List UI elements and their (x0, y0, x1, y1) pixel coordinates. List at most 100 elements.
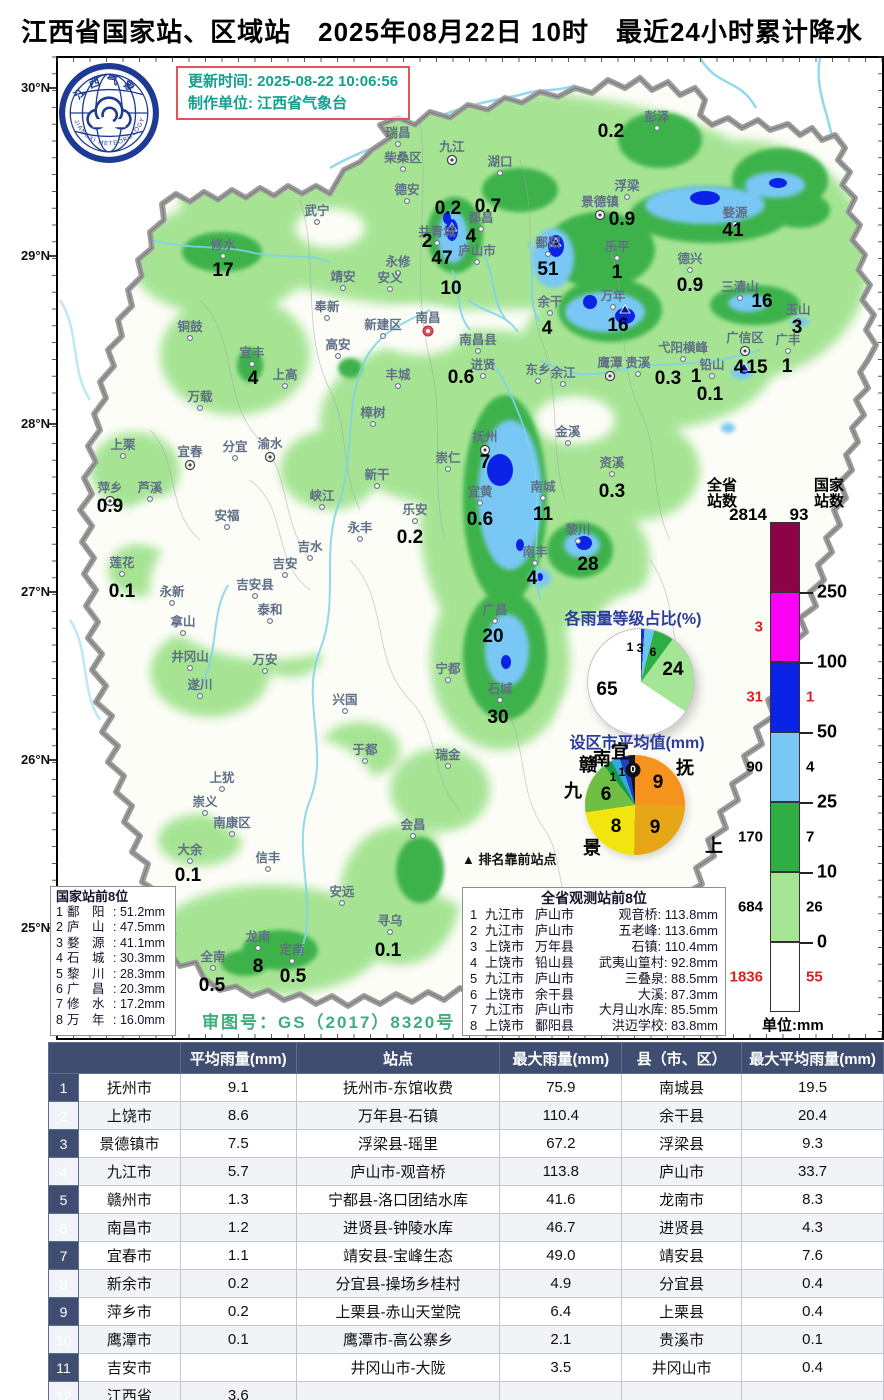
station-marker (492, 617, 499, 624)
rain-value: 0.7 (475, 196, 501, 217)
station-cell: 抚州市-东馆收费 (295, 1073, 501, 1102)
city-marker (108, 499, 112, 503)
station-marker (475, 348, 482, 355)
county-cell: 分宜县 (621, 1269, 743, 1298)
station-marker (282, 383, 289, 390)
city-cell: 南昌市 (77, 1213, 181, 1242)
station-marker (546, 310, 553, 317)
station-marker (187, 664, 194, 671)
station-label: 德安 (394, 182, 419, 197)
max-cell: 113.8 (499, 1157, 623, 1186)
legend-right-count: 1 (806, 688, 815, 706)
max-cell: 2.1 (499, 1325, 623, 1354)
station-marker (434, 240, 441, 247)
city-pie-title: 设区市平均值(mm) (569, 735, 705, 752)
station-marker (544, 251, 551, 258)
station-label: 南康区 (213, 815, 251, 830)
city-rainfall-table: 平均雨量(mm) 站点 最大雨量(mm) 县（市、区） 最大平均雨量(mm) 1… (48, 1042, 884, 1400)
station-label: 樟树 (360, 405, 386, 420)
pie-label: 1 (609, 770, 617, 784)
rain-value: 0.2 (435, 198, 461, 219)
station-marker (387, 928, 394, 935)
station-marker (220, 253, 227, 260)
legend-tick-label: 250 (817, 581, 848, 602)
station-label: 婺源 (721, 205, 748, 220)
lat-label: 30°N (21, 80, 50, 95)
rain-value: 0.1 (175, 865, 202, 886)
top-rank-triangle-icon (550, 237, 562, 247)
station-label: 安远 (329, 884, 355, 899)
station-marker (324, 315, 331, 322)
station-marker (252, 592, 259, 599)
legend-tick-label: 50 (817, 721, 838, 742)
map-area: 彭泽 瑞昌 九江 湖口 柴桑区 德安 武宁 都昌 庐山市 共青城 永修 靖安 安义 奉新 修水 铜鼓 宜丰 上高万… (21, 56, 884, 1040)
station-marker (395, 383, 402, 390)
legend-left-count: 684 (737, 898, 763, 916)
city-cell: 赣州市 (77, 1185, 181, 1214)
avg-cell: 0.2 (179, 1269, 297, 1298)
station-marker (314, 219, 321, 226)
top-rank-triangle-icon (738, 362, 750, 372)
table-row: 5 赣州市 1.3 宁都县-洛口团结水库 41.6 龙南市 8.3 (48, 1185, 884, 1214)
station-marker (374, 483, 381, 490)
update-info-box: 更新时间: 2025-08-22 10:06:56 制作单位: 江西省气象台 (176, 66, 411, 120)
province-top8-row: 2 九江市 庐山市 五老峰: 113.6mm (470, 922, 718, 938)
table-row: 6 南昌市 1.2 进贤县-钟陵水库 46.7 进贤县 4.3 (48, 1213, 884, 1242)
station-label: 九江 (438, 139, 465, 154)
rain-value: 0.9 (97, 496, 123, 517)
header-avg: 平均雨量(mm) (179, 1042, 297, 1074)
station-cell: 庐山市-观音桥 (295, 1157, 501, 1186)
pie-label: 9 (652, 772, 664, 793)
rain-value: 10 (440, 278, 461, 299)
station-label: 三清山 (721, 279, 759, 294)
station-marker (118, 570, 125, 577)
rain-value: 0.1 (697, 384, 724, 405)
station-label: 永修 (384, 254, 411, 269)
pie-label: 6 (600, 784, 612, 805)
legend-right-count: 7 (806, 828, 815, 846)
legend-left-total: 2814 (729, 505, 767, 524)
station-marker (534, 378, 541, 385)
city-cell: 新余市 (77, 1269, 181, 1298)
province-top8-row: 1 九江市 庐山市 观音桥: 113.8mm (470, 907, 718, 922)
station-marker (404, 198, 411, 205)
maxavg-cell: 0.4 (741, 1269, 884, 1298)
station-marker (229, 830, 236, 837)
pie-label: 宜 (611, 742, 629, 762)
station-marker (653, 124, 660, 131)
station-marker (445, 762, 452, 769)
rain-value: 20 (482, 626, 503, 647)
legend-right-count: 26 (806, 898, 823, 916)
province-top8-row: 7 九江市 庐山市 大月山水库: 85.5mm (470, 1002, 718, 1018)
station-label: 庐山市 (458, 243, 496, 258)
station-label: 会昌 (400, 817, 425, 832)
station-label: 上犹 (209, 770, 235, 785)
city-cell: 景德镇市 (77, 1129, 181, 1158)
top-rank-triangle-icon (446, 222, 458, 232)
rain-value: 4 (248, 368, 259, 389)
station-marker (357, 535, 364, 542)
station-label: 广丰 (775, 332, 801, 347)
rain-value: 0.1 (109, 581, 136, 602)
avg-cell: 1.1 (179, 1241, 297, 1270)
rain-value: 2 (422, 231, 433, 252)
table-header: 平均雨量(mm) 站点 最大雨量(mm) 县（市、区） 最大平均雨量(mm) (48, 1042, 884, 1074)
station-marker (531, 559, 538, 566)
lat-label: 27°N (21, 584, 50, 599)
station-marker (202, 809, 209, 816)
lat-label: 25°N (21, 920, 50, 935)
station-label: 泰和 (256, 602, 282, 617)
city-marker (268, 455, 272, 459)
station-label: 金溪 (554, 424, 581, 439)
station-label: 资溪 (599, 455, 625, 470)
station-label: 余干 (536, 294, 563, 309)
station-label: 宜春 (177, 444, 203, 459)
pie-label: 0 (625, 762, 641, 778)
table-row: 11 吉安市 井冈山市-大陇 3.5 井冈山市 0.4 (48, 1353, 884, 1382)
update-time: 更新时间: 2025-08-22 10:06:56 (188, 73, 399, 90)
station-marker (255, 944, 262, 951)
county-cell: 龙南市 (621, 1185, 743, 1214)
